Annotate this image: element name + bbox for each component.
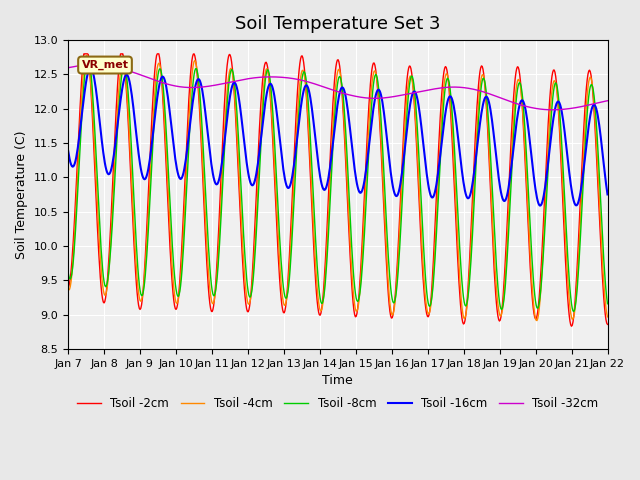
Tsoil -16cm (74, 145, 82, 151)
Tsoil -2cm (568, 324, 575, 329)
Tsoil -16cm (404, 118, 412, 124)
Tsoil -4cm (214, 266, 221, 272)
Tsoil -2cm (64, 284, 72, 290)
Tsoil -16cm (130, 111, 138, 117)
Tsoil -16cm (64, 147, 72, 153)
Tsoil -2cm (81, 51, 88, 57)
Tsoil -2cm (420, 284, 428, 289)
Tsoil -16cm (536, 203, 544, 208)
Tsoil -32cm (214, 82, 221, 88)
Tsoil -16cm (86, 65, 94, 71)
Tsoil -8cm (185, 143, 193, 148)
Text: VR_met: VR_met (81, 60, 129, 70)
Tsoil -8cm (570, 309, 577, 314)
Line: Tsoil -16cm: Tsoil -16cm (68, 68, 607, 205)
Tsoil -2cm (130, 242, 138, 248)
Title: Soil Temperature Set 3: Soil Temperature Set 3 (235, 15, 440, 33)
Tsoil -4cm (185, 118, 193, 123)
Tsoil -8cm (84, 55, 92, 60)
Tsoil -32cm (64, 65, 72, 71)
Line: Tsoil -4cm: Tsoil -4cm (68, 55, 607, 321)
Tsoil -4cm (74, 169, 82, 175)
Y-axis label: Soil Temperature (C): Soil Temperature (C) (15, 131, 28, 259)
Legend: Tsoil -2cm, Tsoil -4cm, Tsoil -8cm, Tsoil -16cm, Tsoil -32cm: Tsoil -2cm, Tsoil -4cm, Tsoil -8cm, Tsoi… (72, 392, 603, 415)
Line: Tsoil -2cm: Tsoil -2cm (68, 54, 607, 326)
Tsoil -4cm (404, 84, 412, 89)
Tsoil -32cm (185, 84, 193, 90)
Tsoil -4cm (533, 318, 541, 324)
Tsoil -2cm (404, 69, 412, 75)
Tsoil -32cm (91, 61, 99, 67)
Tsoil -16cm (604, 192, 611, 197)
Tsoil -4cm (64, 286, 72, 291)
Tsoil -32cm (604, 98, 611, 104)
Tsoil -32cm (549, 107, 557, 113)
Tsoil -8cm (74, 187, 82, 192)
Tsoil -4cm (130, 226, 138, 232)
Tsoil -8cm (404, 98, 412, 104)
X-axis label: Time: Time (323, 374, 353, 387)
Tsoil -4cm (83, 52, 91, 58)
Tsoil -8cm (604, 301, 611, 307)
Tsoil -2cm (185, 97, 193, 103)
Tsoil -2cm (214, 254, 221, 260)
Tsoil -32cm (420, 88, 428, 94)
Line: Tsoil -8cm: Tsoil -8cm (68, 58, 607, 312)
Tsoil -16cm (185, 132, 193, 138)
Tsoil -8cm (420, 245, 428, 251)
Tsoil -8cm (130, 198, 138, 204)
Tsoil -4cm (420, 272, 428, 278)
Tsoil -16cm (214, 181, 221, 187)
Tsoil -2cm (74, 151, 82, 157)
Tsoil -8cm (214, 273, 221, 278)
Line: Tsoil -32cm: Tsoil -32cm (68, 64, 607, 110)
Tsoil -2cm (604, 322, 611, 327)
Tsoil -32cm (130, 70, 138, 75)
Tsoil -32cm (74, 63, 82, 69)
Tsoil -32cm (404, 91, 412, 97)
Tsoil -16cm (420, 144, 428, 150)
Tsoil -8cm (64, 269, 72, 275)
Tsoil -4cm (604, 314, 611, 320)
